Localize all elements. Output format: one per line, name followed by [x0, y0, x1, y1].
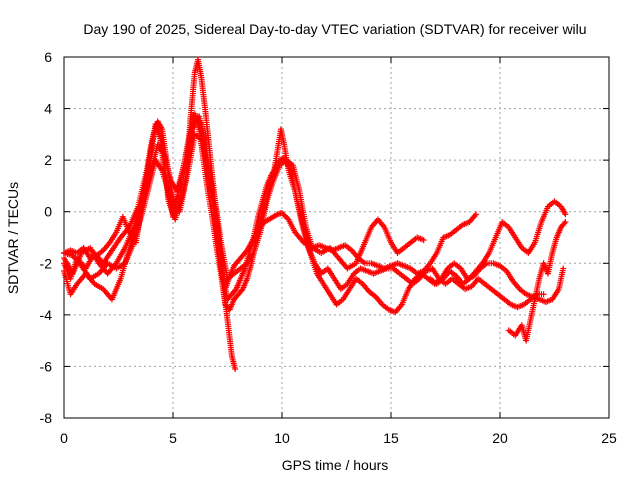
data-point	[232, 287, 239, 294]
y-axis-label: SDTVAR / TECUs	[5, 182, 21, 294]
data-point	[473, 211, 480, 218]
data-point	[540, 291, 547, 298]
data-point	[420, 237, 427, 244]
x-tick-label: 25	[601, 430, 617, 446]
x-tick-label: 5	[169, 430, 177, 446]
axis-ticks	[63, 56, 610, 419]
x-tick-label: 0	[60, 430, 68, 446]
data-point	[561, 220, 568, 227]
data-point	[562, 211, 569, 218]
y-tick-label: -6	[40, 358, 53, 374]
series-track-7	[505, 219, 569, 344]
series-track-5	[61, 121, 480, 282]
data-point	[284, 215, 291, 222]
series-track-6	[427, 198, 569, 287]
data-point	[560, 265, 567, 272]
grid	[64, 57, 609, 418]
x-tick-labels: 0 5 10 15 20 25	[60, 430, 617, 446]
y-tick-label: 2	[44, 152, 52, 168]
y-tick-label: -8	[40, 410, 53, 426]
x-tick-label: 20	[492, 430, 508, 446]
data-series	[61, 56, 569, 373]
x-tick-label: 15	[383, 430, 399, 446]
data-point	[232, 366, 239, 373]
y-tick-label: -2	[40, 255, 53, 271]
data-point	[562, 219, 569, 226]
data-point	[238, 287, 245, 294]
y-tick-label: -4	[40, 307, 53, 323]
y-tick-label: 4	[44, 101, 52, 117]
y-tick-label: 6	[44, 49, 52, 65]
y-tick-labels: -8 -6 -4 -2 0 2 4 6	[40, 49, 53, 426]
plot-frame	[63, 56, 610, 419]
chart-title: Day 190 of 2025, Sidereal Day-to-day VTE…	[83, 21, 586, 37]
x-tick-label: 10	[274, 430, 290, 446]
y-tick-label: 0	[44, 204, 52, 220]
x-axis-label: GPS time / hours	[282, 457, 389, 473]
